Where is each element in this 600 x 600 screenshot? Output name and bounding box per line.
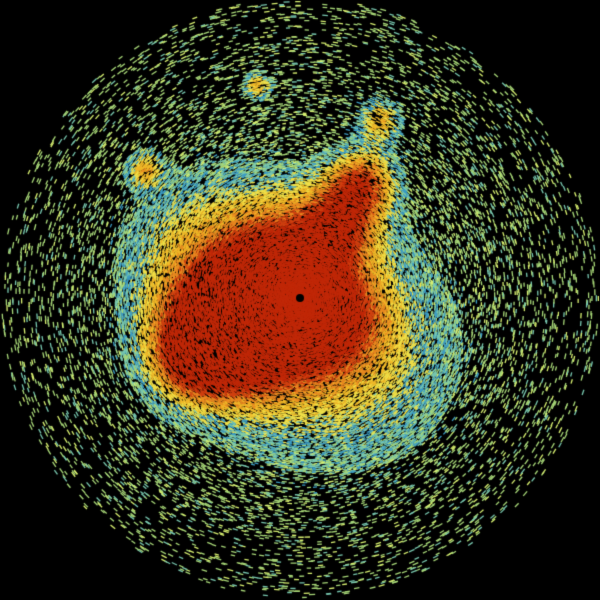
radar-scan-image — [0, 0, 600, 600]
